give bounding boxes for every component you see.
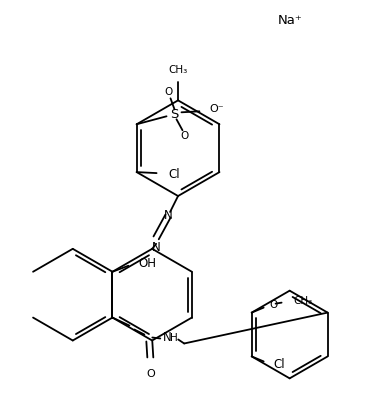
- Text: O: O: [165, 88, 173, 98]
- Text: S: S: [170, 108, 179, 121]
- Text: CH₃: CH₃: [294, 296, 313, 306]
- Text: CH₃: CH₃: [168, 65, 188, 76]
- Text: Na⁺: Na⁺: [277, 14, 302, 27]
- Text: O⁻: O⁻: [210, 104, 224, 114]
- Text: N: N: [152, 241, 161, 254]
- Text: Cl: Cl: [168, 168, 180, 181]
- Text: O: O: [146, 369, 155, 379]
- Text: N: N: [163, 331, 171, 344]
- Text: O: O: [270, 300, 278, 310]
- Text: OH: OH: [139, 257, 156, 270]
- Text: Cl: Cl: [274, 358, 285, 371]
- Text: O: O: [180, 131, 189, 141]
- Text: H: H: [170, 332, 178, 343]
- Text: N: N: [164, 209, 173, 222]
